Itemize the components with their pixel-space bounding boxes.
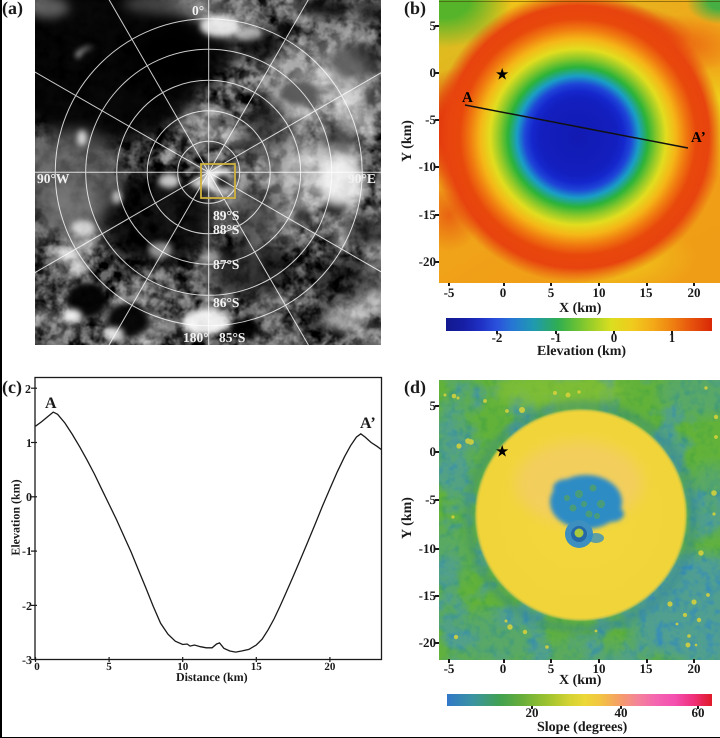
svg-text:A: A	[45, 395, 57, 412]
svg-text:0°: 0°	[192, 3, 204, 18]
svg-text:2: 2	[25, 382, 31, 396]
svg-text:A’: A’	[360, 415, 376, 432]
svg-text:-2: -2	[22, 599, 32, 613]
svg-text:20: 20	[324, 661, 336, 673]
svg-text:5: 5	[106, 661, 112, 673]
svg-text:88°S: 88°S	[213, 222, 239, 237]
svg-text:87°S: 87°S	[213, 257, 239, 272]
svg-text:89°S: 89°S	[213, 208, 239, 223]
svg-text:90°W: 90°W	[37, 171, 70, 186]
svg-text:0: 0	[34, 661, 40, 673]
svg-text:1: 1	[26, 436, 32, 450]
svg-text:85°S: 85°S	[219, 330, 245, 345]
svg-text:86°S: 86°S	[213, 295, 239, 310]
svg-text:15: 15	[251, 661, 263, 673]
svg-text:0: 0	[26, 490, 32, 504]
svg-text:★: ★	[495, 443, 509, 460]
svg-text:A’: A’	[691, 130, 706, 146]
svg-text:-3: -3	[22, 653, 32, 667]
svg-text:★: ★	[495, 67, 509, 84]
svg-text:A: A	[462, 90, 473, 106]
svg-text:10: 10	[177, 661, 189, 673]
svg-text:-1: -1	[22, 544, 32, 558]
svg-text:90°E: 90°E	[348, 171, 376, 186]
svg-text:180°: 180°	[183, 330, 209, 345]
